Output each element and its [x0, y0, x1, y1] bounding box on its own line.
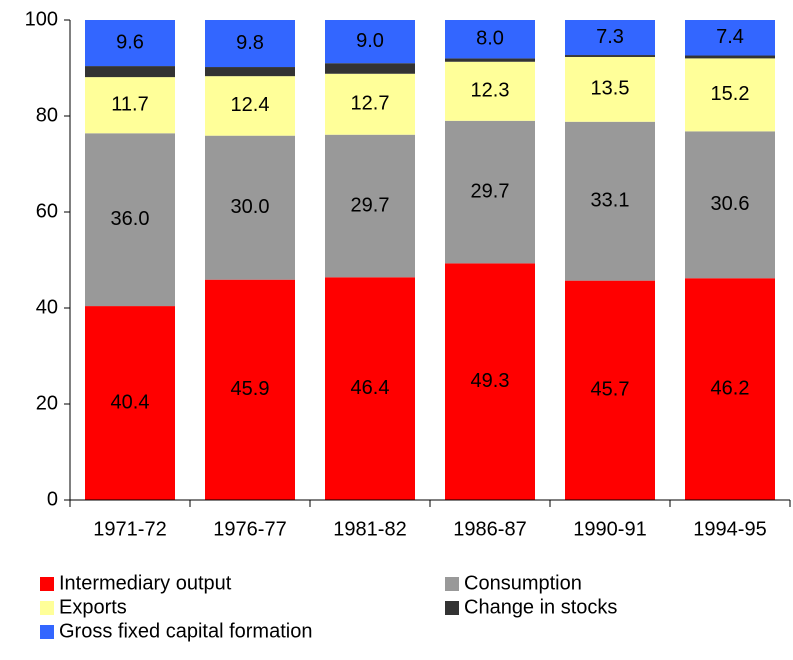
- legend-swatch: [40, 601, 54, 615]
- data-label: 46.2: [711, 377, 750, 399]
- bar-segment: [85, 306, 175, 500]
- bar-segment: [205, 67, 295, 77]
- data-label: 40.4: [111, 391, 150, 413]
- y-tick-label: 20: [36, 392, 58, 414]
- y-tick-label: 80: [36, 104, 58, 126]
- bar-segment: [685, 278, 775, 500]
- y-tick-label: 0: [47, 488, 58, 510]
- data-label: 7.3: [596, 26, 624, 48]
- x-tick-label: 1990-91: [573, 518, 646, 540]
- bar-segment: [565, 55, 655, 57]
- legend-label: Gross fixed capital formation: [59, 620, 312, 642]
- data-label: 29.7: [351, 194, 390, 216]
- data-label: 36.0: [111, 208, 150, 230]
- x-tick-label: 1971-72: [93, 518, 166, 540]
- legend-label: Change in stocks: [464, 596, 617, 618]
- bar-segment: [85, 133, 175, 307]
- bar-segment: [445, 20, 535, 59]
- y-tick-label: 100: [25, 8, 58, 30]
- legend-label: Exports: [59, 596, 127, 618]
- x-tick-label: 1976-77: [213, 518, 286, 540]
- x-tick-label: 1994-95: [693, 518, 766, 540]
- legend-label: Consumption: [464, 572, 582, 594]
- data-label: 7.4: [716, 26, 744, 48]
- bar-segment: [85, 66, 175, 78]
- data-label: 15.2: [711, 83, 750, 105]
- bar-segment: [565, 121, 655, 281]
- bar-segment: [85, 20, 175, 67]
- data-label: 9.8: [236, 32, 264, 54]
- data-label: 45.7: [591, 379, 630, 401]
- legend-swatch: [40, 625, 54, 639]
- bar-segment: [325, 20, 415, 64]
- data-label: 29.7: [471, 180, 510, 202]
- bar-segment: [445, 120, 535, 264]
- bar-segment: [445, 61, 535, 121]
- bar-segment: [565, 56, 655, 122]
- bar-segment: [685, 131, 775, 279]
- data-label: 12.7: [351, 93, 390, 115]
- bar-segment: [325, 277, 415, 500]
- bar-segment: [685, 20, 775, 56]
- data-label: 30.6: [711, 193, 750, 215]
- data-label: 46.4: [351, 377, 390, 399]
- bar-segment: [325, 73, 415, 135]
- data-label: 12.3: [471, 80, 510, 102]
- bar-segment: [445, 263, 535, 500]
- legend-swatch: [445, 601, 459, 615]
- x-tick-label: 1981-82: [333, 518, 406, 540]
- bar-segment: [565, 20, 655, 56]
- bar-segment: [325, 134, 415, 278]
- bar-segment: [685, 55, 775, 59]
- data-label: 8.0: [476, 27, 504, 49]
- data-label: 12.4: [231, 94, 270, 116]
- bar-segment: [205, 76, 295, 136]
- bar-segment: [685, 58, 775, 132]
- bar-segment: [325, 63, 415, 74]
- legend-swatch: [445, 577, 459, 591]
- y-tick-label: 60: [36, 200, 58, 222]
- legend-label: Intermediary output: [59, 572, 232, 594]
- data-label: 9.0: [356, 30, 384, 52]
- bar-segment: [85, 77, 175, 134]
- data-label: 11.7: [111, 93, 148, 115]
- bar-segment: [445, 58, 535, 62]
- data-label: 30.0: [231, 196, 270, 218]
- data-label: 33.1: [591, 189, 630, 211]
- legend-swatch: [40, 577, 54, 591]
- bar-segment: [565, 280, 655, 500]
- bar-segment: [205, 20, 295, 68]
- data-label: 9.6: [116, 31, 144, 53]
- x-tick-label: 1986-87: [453, 518, 526, 540]
- data-label: 49.3: [471, 370, 510, 392]
- bar-segment: [205, 135, 295, 280]
- y-tick-label: 40: [36, 296, 58, 318]
- data-label: 45.9: [231, 378, 270, 400]
- data-label: 13.5: [591, 78, 630, 100]
- bar-segment: [205, 279, 295, 500]
